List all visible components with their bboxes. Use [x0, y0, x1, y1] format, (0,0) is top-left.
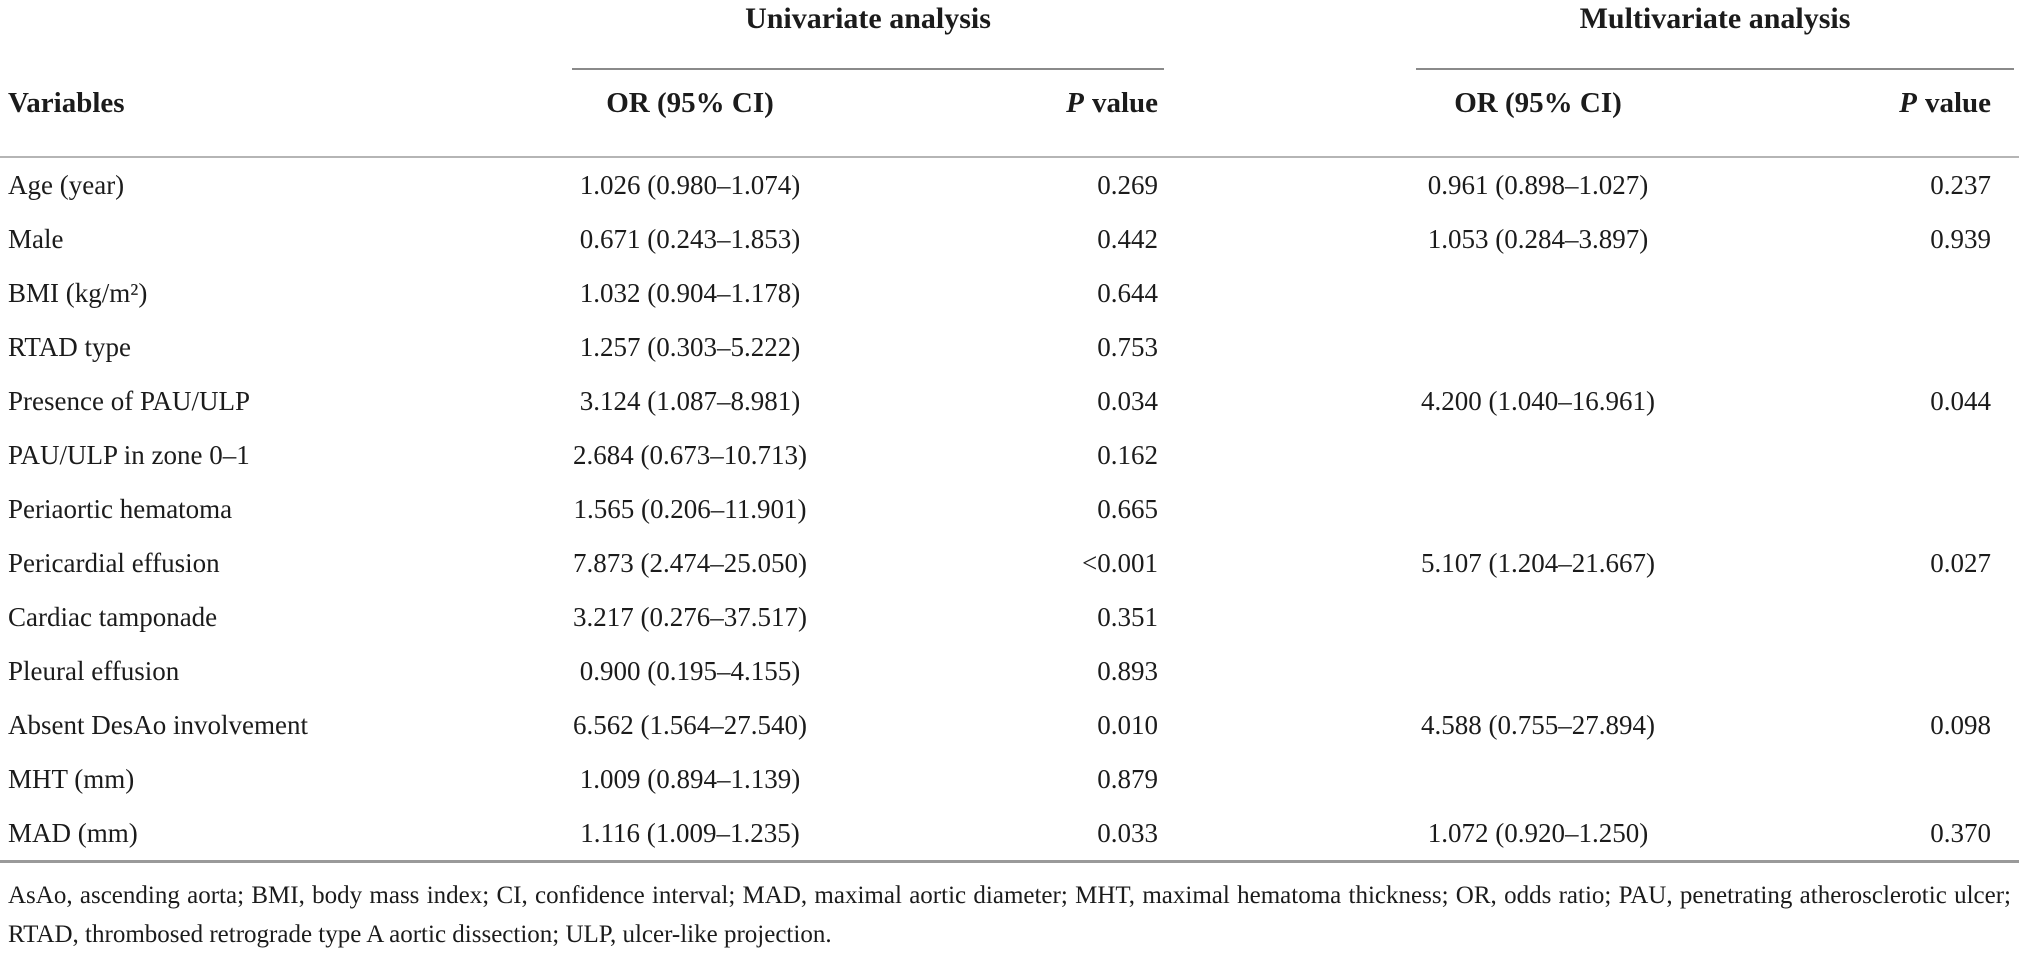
univariate-p-cell: 0.269: [1097, 169, 1158, 200]
table-row: Male 0.671 (0.243–1.853) 0.442 1.053 (0.284…: [0, 212, 2019, 266]
univariate-p-cell: 0.879: [1097, 763, 1158, 794]
univariate-p-cell: 0.351: [1097, 601, 1158, 632]
variable-cell: PAU/ULP in zone 0–1: [8, 439, 250, 470]
univariate-p-cell: <0.001: [1082, 547, 1158, 578]
p-symbol: P: [1066, 87, 1084, 119]
multivariate-or-cell: 0.961 (0.898–1.027): [1427, 169, 1649, 200]
analysis-spanner-row: Univariate analysis Multivariate analysi…: [0, 0, 2019, 72]
multivariate-p-cell: 0.027: [1930, 547, 1991, 578]
univariate-p-cell: 0.010: [1097, 709, 1158, 740]
univariate-or-cell: 1.026 (0.980–1.074): [579, 169, 801, 200]
table-row: Periaortic hematoma 1.565 (0.206–11.901) 0…: [0, 482, 2019, 536]
spanner-spacer-left: [0, 0, 530, 72]
multivariate-or-cell: 1.053 (0.284–3.897): [1427, 223, 1649, 254]
column-header-multivariate-or: OR (95% CI): [1454, 87, 1622, 119]
variable-cell: MHT (mm): [8, 763, 135, 794]
variable-cell: RTAD type: [8, 331, 131, 362]
table-body: Age (year) 1.026 (0.980–1.074) 0.269 0.961 …: [0, 158, 2019, 863]
univariate-p-cell: 0.033: [1097, 817, 1158, 848]
variable-cell: BMI (kg/m²): [8, 277, 148, 308]
univariate-p-cell: 0.644: [1097, 277, 1158, 308]
variable-cell: Absent DesAo involvement: [8, 709, 308, 740]
multivariate-or-cell: 4.200 (1.040–16.961): [1421, 385, 1655, 416]
univariate-or-cell: 1.116 (1.009–1.235): [580, 817, 800, 848]
table-row: MAD (mm) 1.116 (1.009–1.235) 0.033 1.072 (0…: [0, 806, 2019, 860]
table-row: Pleural effusion 0.900 (0.195–4.155) 0.893: [0, 644, 2019, 698]
univariate-p-cell: 0.893: [1097, 655, 1158, 686]
table-row: RTAD type 1.257 (0.303–5.222) 0.753: [0, 320, 2019, 374]
table-row: Presence of PAU/ULP 3.124 (1.087–8.981) 0.…: [0, 374, 2019, 428]
p-value-word: value: [1091, 87, 1158, 119]
column-header-univariate-or: OR (95% CI): [606, 87, 774, 119]
table-row: Age (year) 1.026 (0.980–1.074) 0.269 0.961 …: [0, 158, 2019, 212]
univariate-or-cell: 1.565 (0.206–11.901): [573, 493, 807, 524]
column-header-variables: Variables: [8, 87, 125, 119]
univariate-p-cell: 0.162: [1097, 439, 1158, 470]
univariate-p-cell: 0.442: [1097, 223, 1158, 254]
variable-cell: Male: [8, 223, 64, 254]
univariate-or-cell: 1.009 (0.894–1.139): [579, 763, 801, 794]
univariate-p-cell: 0.753: [1097, 331, 1158, 362]
multivariate-analysis-header: Multivariate analysis: [1416, 0, 2014, 70]
multivariate-p-cell: 0.939: [1930, 223, 1991, 254]
univariate-or-cell: 2.684 (0.673–10.713): [573, 439, 807, 470]
column-gap: [1164, 72, 1416, 86]
spanner-spacer-middle: [1164, 0, 1416, 72]
univariate-p-cell: 0.034: [1097, 385, 1158, 416]
univariate-or-cell: 0.900 (0.195–4.155): [579, 655, 801, 686]
univariate-or-cell: 7.873 (2.474–25.050): [573, 547, 807, 578]
multivariate-p-cell: 0.098: [1930, 709, 1991, 740]
multivariate-p-cell: 0.237: [1930, 169, 1991, 200]
table-row: Absent DesAo involvement 6.562 (1.564–27.…: [0, 698, 2019, 752]
variable-cell: Age (year): [8, 169, 125, 200]
variable-cell: Cardiac tamponade: [8, 601, 218, 632]
multivariate-or-cell: 4.588 (0.755–27.894): [1421, 709, 1655, 740]
variable-cell: MAD (mm): [8, 817, 138, 848]
table-footnote: AsAo, ascending aorta; BMI, body mass in…: [8, 882, 2011, 948]
multivariate-or-cell: 5.107 (1.204–21.667): [1421, 547, 1655, 578]
variable-cell: Pleural effusion: [8, 655, 180, 686]
variable-cell: Periaortic hematoma: [8, 493, 233, 524]
univariate-or-cell: 3.217 (0.276–37.517): [573, 601, 807, 632]
univariate-or-cell: 1.032 (0.904–1.178): [579, 277, 801, 308]
table-row: Cardiac tamponade 3.217 (0.276–37.517) 0.3…: [0, 590, 2019, 644]
table-row: Pericardial effusion 7.873 (2.474–25.050)…: [0, 536, 2019, 590]
table-row: PAU/ULP in zone 0–1 2.684 (0.673–10.713) 0…: [0, 428, 2019, 482]
multivariate-or-cell: 1.072 (0.920–1.250): [1427, 817, 1649, 848]
multivariate-p-cell: 0.044: [1930, 385, 1991, 416]
univariate-analysis-header: Univariate analysis: [572, 0, 1164, 70]
multivariate-p-cell: 0.370: [1930, 817, 1991, 848]
univariate-p-cell: 0.665: [1097, 493, 1158, 524]
univariate-or-cell: 6.562 (1.564–27.540): [573, 709, 807, 740]
variable-cell: Presence of PAU/ULP: [8, 385, 250, 416]
variable-cell: Pericardial effusion: [8, 547, 220, 578]
univariate-or-cell: 1.257 (0.303–5.222): [579, 331, 801, 362]
p-symbol: P: [1899, 87, 1917, 119]
table-row: MHT (mm) 1.009 (0.894–1.139) 0.879: [0, 752, 2019, 806]
table-row: BMI (kg/m²) 1.032 (0.904–1.178) 0.644: [0, 266, 2019, 320]
p-value-word: value: [1924, 87, 1991, 119]
univariate-or-cell: 0.671 (0.243–1.853): [579, 223, 801, 254]
univariate-or-cell: 3.124 (1.087–8.981): [579, 385, 801, 416]
